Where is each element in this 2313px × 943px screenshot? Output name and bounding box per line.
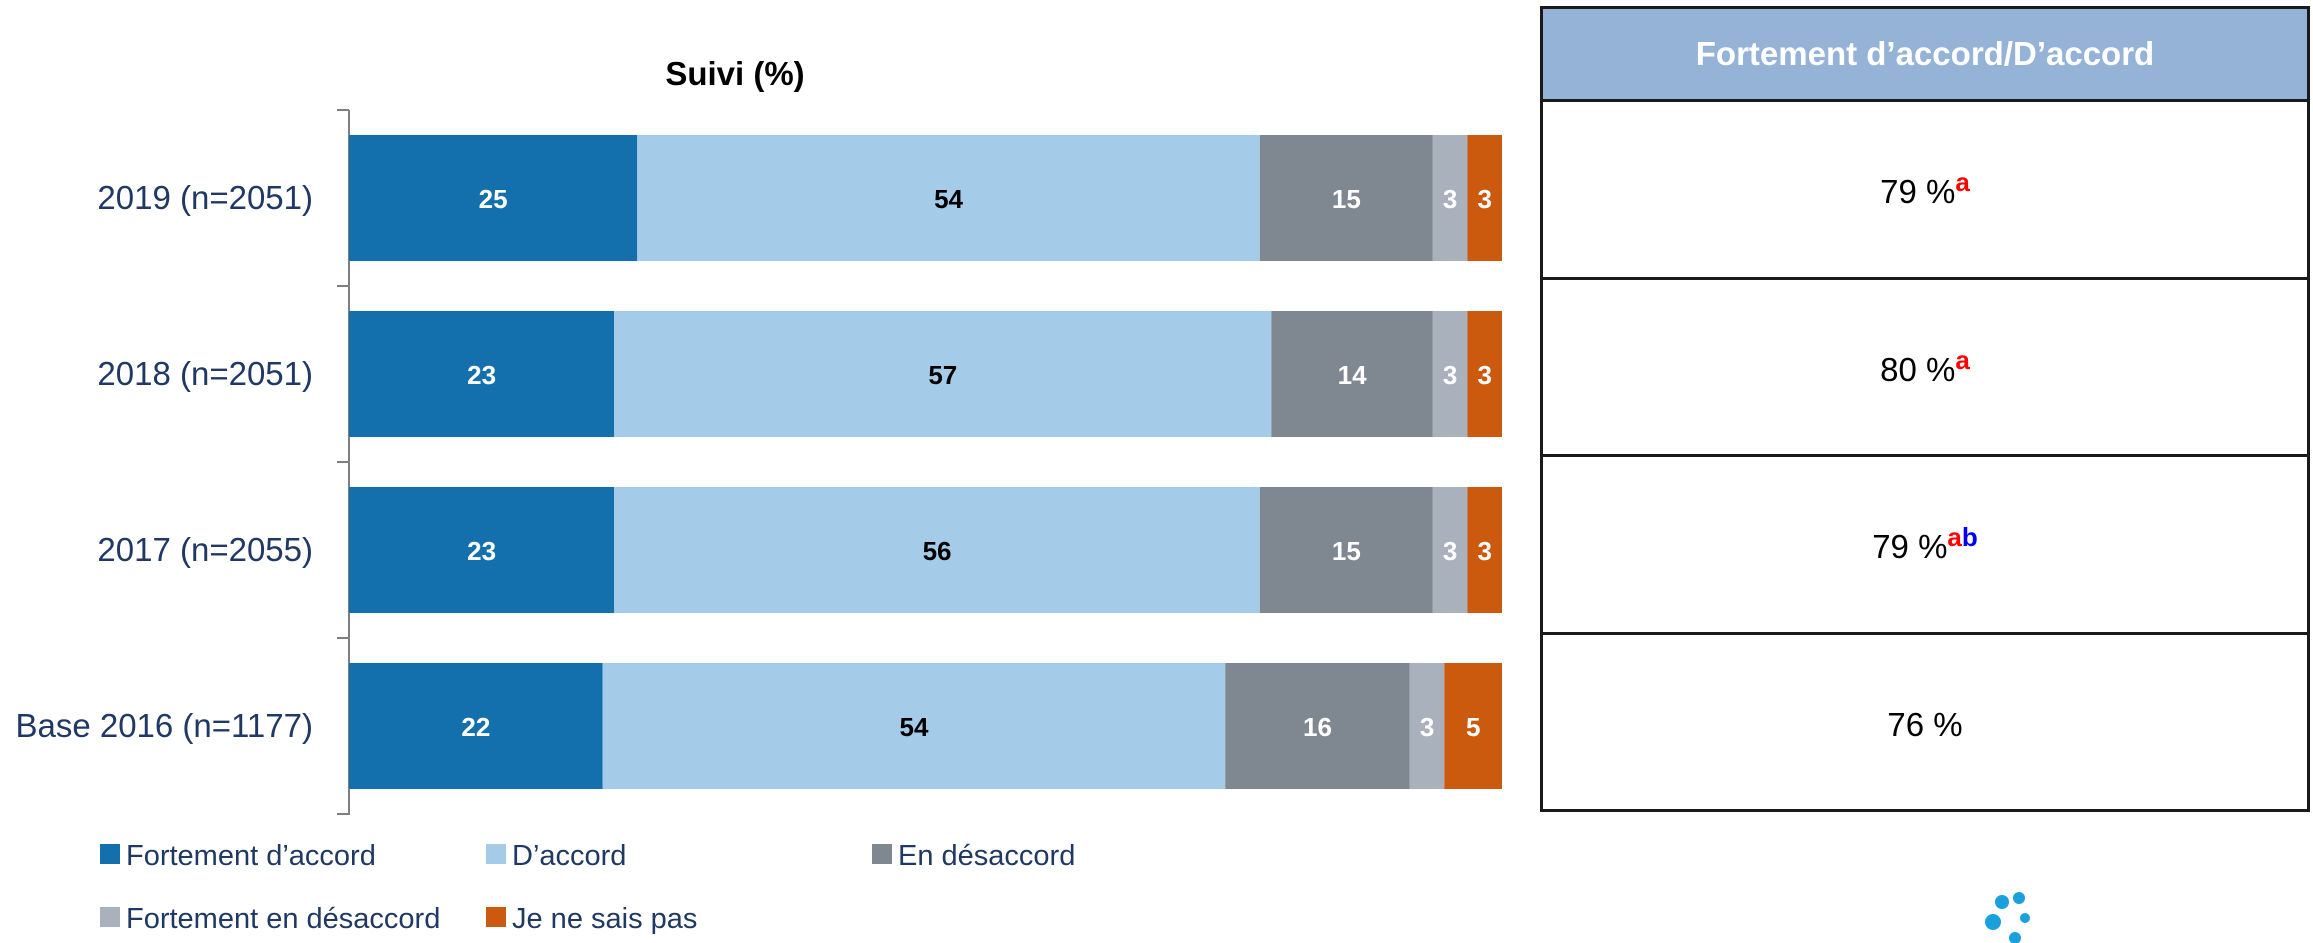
bar-segment [349, 487, 615, 613]
data-label: 14 [1338, 360, 1367, 390]
summary-cell: 79 %a [1540, 99, 2310, 280]
data-label: 54 [934, 184, 963, 214]
summary-table-header: Fortement d’accord/D’accord [1540, 6, 2310, 102]
dots-logo-icon [1985, 892, 2030, 943]
category-label: 2017 (n=2055) [97, 531, 313, 568]
data-label: 22 [461, 712, 490, 742]
data-label: 54 [900, 712, 929, 742]
logo-dot [1985, 914, 2001, 930]
data-label: 15 [1332, 184, 1361, 214]
data-label: 16 [1303, 712, 1332, 742]
bar-segment [614, 487, 1260, 613]
data-label: 57 [928, 360, 957, 390]
bar-segment [1467, 311, 1502, 437]
summary-value: 76 % [1887, 705, 1963, 743]
legend-swatch [486, 907, 506, 927]
bar-segment [602, 663, 1226, 789]
summary-row: 79 %ab [1540, 454, 2310, 635]
logo-dot [2013, 892, 2025, 904]
summary-cell: 80 %a [1540, 276, 2310, 457]
bar-segment [1467, 487, 1502, 613]
bar-segment [1271, 311, 1433, 437]
summary-value: 80 % [1880, 350, 1956, 388]
significance-marker-a: a [1955, 344, 1970, 375]
legend-swatch [872, 844, 892, 864]
legend-swatch [100, 907, 120, 927]
data-label: 3 [1477, 360, 1491, 390]
legend-label: Fortement d’accord [126, 840, 376, 872]
data-label: 15 [1332, 536, 1361, 566]
bar-segment [1259, 487, 1433, 613]
bar-segment [637, 135, 1260, 261]
data-label: 25 [479, 184, 508, 214]
summary-cell: 79 %ab [1540, 454, 2310, 635]
axis-ticks [337, 109, 349, 815]
bar-segment [1225, 663, 1410, 789]
logo-dot [1995, 895, 2009, 909]
significance-marker-b: b [1961, 522, 1978, 553]
category-label: 2018 (n=2051) [97, 355, 313, 392]
legend-label: D’accord [512, 840, 626, 872]
legend-label: Fortement en désaccord [126, 903, 440, 935]
legend-swatch [100, 844, 120, 864]
legend-label: Je ne sais pas [512, 903, 697, 935]
chart-title: Suivi (%) [665, 55, 804, 92]
summary-cell: 76 % [1540, 631, 2310, 812]
logo-dot [2009, 932, 2021, 943]
data-label: 5 [1466, 712, 1480, 742]
bar-segment [1259, 135, 1433, 261]
bar-segment [1432, 135, 1468, 261]
significance-marker-a: a [1947, 522, 1962, 553]
data-label: 3 [1477, 184, 1491, 214]
data-label: 3 [1443, 536, 1457, 566]
summary-value: 79 % [1880, 173, 1956, 211]
summary-row: 79 %a [1540, 99, 2310, 280]
bar-segment [1467, 135, 1502, 261]
bar-segment [349, 311, 615, 437]
data-label: 23 [467, 536, 496, 566]
legend-label: En désaccord [898, 840, 1075, 872]
bar-segment [614, 311, 1272, 437]
data-label: 56 [923, 536, 952, 566]
significance-marker-a: a [1955, 167, 1970, 198]
category-label: 2019 (n=2051) [97, 179, 313, 216]
data-label: 3 [1477, 536, 1491, 566]
data-label: 3 [1443, 360, 1457, 390]
bar-segment [349, 135, 638, 261]
legend-swatch [486, 844, 506, 864]
bar-segment [349, 663, 603, 789]
bar-segment [1432, 311, 1468, 437]
data-label: 23 [467, 360, 496, 390]
data-label: 3 [1420, 712, 1434, 742]
logo-dot [2020, 913, 2030, 923]
legend: Fortement d’accord D’accord En désaccord Fo… [100, 840, 1075, 935]
agreement-summary-table: Fortement d’accord/D’accord 79 %a 80 %a … [1540, 6, 2310, 812]
summary-value: 79 % [1872, 528, 1948, 566]
bar-segment [1444, 663, 1502, 789]
bar-segment [1409, 663, 1445, 789]
summary-row: 76 % [1540, 631, 2310, 812]
bar-segment [1432, 487, 1468, 613]
category-label: Base 2016 (n=1177) [15, 707, 313, 744]
data-label: 3 [1443, 184, 1457, 214]
summary-row: 80 %a [1540, 276, 2310, 457]
